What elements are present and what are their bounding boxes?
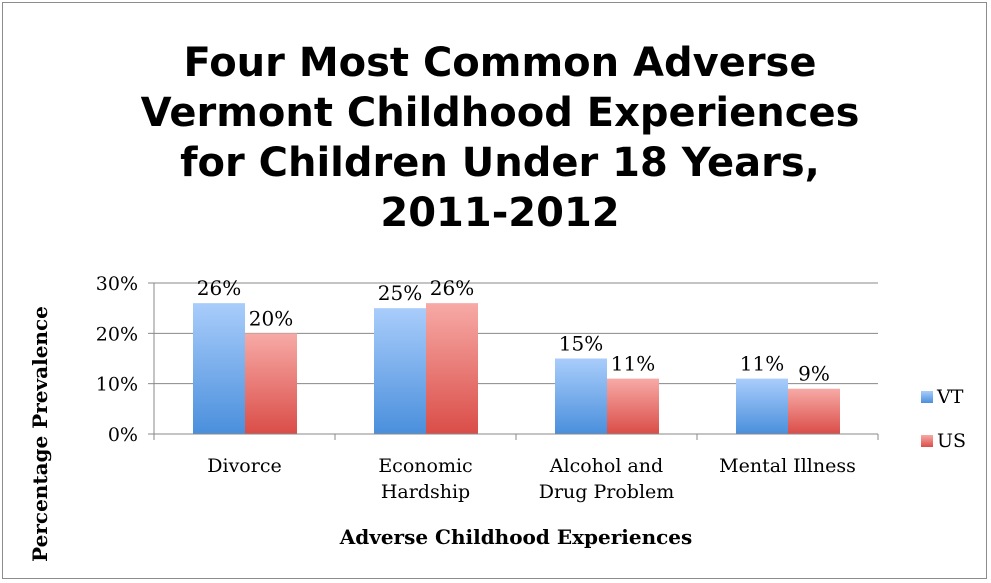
bar-vt-2 xyxy=(555,358,607,434)
bar-us-0 xyxy=(245,333,297,434)
x-tick-label: Economic xyxy=(378,455,472,477)
bar-vt-0 xyxy=(193,303,245,434)
legend-swatch-us xyxy=(921,435,933,447)
x-tick-label: Hardship xyxy=(381,481,470,503)
y-axis-title: Percentage Prevalence xyxy=(28,306,52,562)
x-tick-label: Drug Problem xyxy=(539,481,675,503)
legend-swatch-vt xyxy=(921,391,933,403)
data-label-us-1: 26% xyxy=(430,276,474,300)
x-tick-label: Divorce xyxy=(207,455,281,477)
legend-label-vt: VT xyxy=(936,386,964,408)
x-tick-label: Alcohol and xyxy=(549,455,663,477)
bar-vt-1 xyxy=(374,308,426,434)
bar-us-2 xyxy=(607,378,659,434)
data-label-vt-0: 26% xyxy=(197,276,241,300)
data-label-vt-1: 25% xyxy=(378,281,422,305)
x-axis-title: Adverse Childhood Experiences xyxy=(339,525,693,549)
y-tick-label: 30% xyxy=(96,273,138,295)
y-tick-label: 20% xyxy=(96,323,138,345)
bar-us-3 xyxy=(788,388,840,434)
data-label-vt-2: 15% xyxy=(559,332,603,356)
y-tick-label: 0% xyxy=(108,424,138,446)
chart-title: Four Most Common Adverse Vermont Childho… xyxy=(140,40,860,236)
data-label-us-3: 9% xyxy=(798,362,830,386)
data-label-vt-3: 11% xyxy=(740,352,784,376)
data-label-us-2: 11% xyxy=(611,352,655,376)
x-tick-label: Mental Illness xyxy=(719,455,856,477)
legend-label-us: US xyxy=(937,430,966,452)
y-tick-label: 10% xyxy=(96,374,138,396)
bar-us-1 xyxy=(426,303,478,434)
bar-vt-3 xyxy=(736,378,788,434)
data-label-us-0: 20% xyxy=(249,306,293,330)
